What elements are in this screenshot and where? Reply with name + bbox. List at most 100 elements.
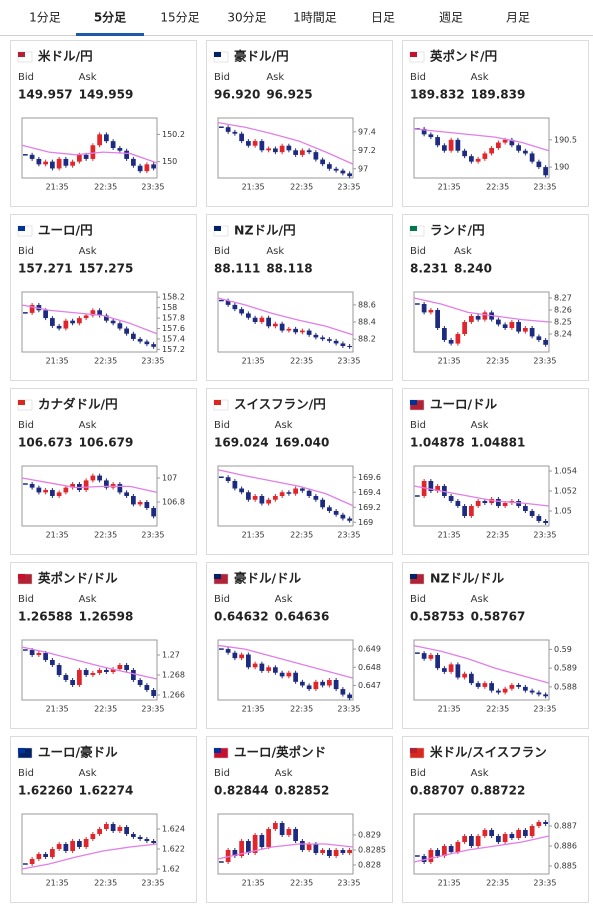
pair-name[interactable]: ユーロ/ドル: [430, 397, 498, 412]
pair-name[interactable]: 英ポンド/円: [430, 49, 497, 64]
candle: [469, 506, 474, 516]
x-tick-label: 21:35: [242, 183, 265, 192]
pair-name[interactable]: ユーロ/英ポンド: [234, 745, 326, 760]
candle: [516, 685, 521, 687]
candle: [475, 683, 481, 687]
bid-value: 8.231: [410, 262, 448, 276]
tab[interactable]: 15分足: [160, 11, 199, 25]
ask-label: Ask: [266, 72, 284, 83]
candle: [448, 664, 454, 672]
y-tick-label: 0.59: [554, 645, 572, 654]
y-tick-label: 0.589: [554, 664, 577, 673]
candle: [482, 830, 488, 836]
pair-name[interactable]: スイスフラン/円: [234, 397, 326, 412]
candle: [516, 145, 521, 151]
pair-name[interactable]: ユーロ/円: [38, 223, 93, 238]
tab-underline: [76, 33, 144, 36]
pair-name[interactable]: 豪ドル/ドル: [234, 571, 302, 586]
tab[interactable]: 5分足: [94, 10, 126, 25]
candle: [293, 829, 298, 841]
y-tick-label: 190: [554, 163, 569, 172]
tab[interactable]: 日足: [371, 11, 395, 25]
candle: [516, 501, 521, 506]
candle: [421, 304, 427, 313]
ask-label: Ask: [275, 768, 293, 779]
candle: [475, 316, 481, 320]
bid-value: 88.111: [214, 262, 260, 276]
x-tick-label: 23:35: [337, 183, 360, 192]
candle: [523, 328, 528, 332]
ask-label: Ask: [79, 420, 97, 431]
pair-name[interactable]: 英ポンド/ドル: [38, 571, 118, 586]
pair-name[interactable]: NZドル/円: [234, 223, 296, 238]
candle: [97, 310, 102, 316]
pair-name[interactable]: 米ドル/スイスフラン: [429, 745, 547, 760]
candle: [225, 477, 231, 481]
candle: [36, 487, 42, 493]
card[interactable]: [10, 736, 197, 903]
candle: [117, 827, 123, 831]
x-tick-label: 22:35: [290, 879, 313, 888]
card[interactable]: [10, 40, 197, 207]
candle: [462, 322, 467, 334]
y-tick-label: 169.2: [358, 503, 381, 512]
flag: [214, 400, 221, 405]
candle: [246, 492, 251, 500]
candle: [475, 501, 481, 506]
card[interactable]: [402, 214, 589, 381]
card[interactable]: [206, 562, 393, 729]
card[interactable]: [402, 736, 589, 903]
pair-name[interactable]: ランド/円: [430, 223, 485, 238]
tab[interactable]: 1時間足: [293, 11, 337, 25]
candle: [543, 521, 548, 523]
candle: [124, 492, 129, 496]
candle: [104, 480, 109, 488]
card[interactable]: [206, 736, 393, 903]
y-tick-label: 1.05: [554, 507, 572, 516]
bid-label: Bid: [214, 420, 230, 431]
x-tick-label: 21:35: [46, 879, 69, 888]
card[interactable]: [206, 214, 393, 381]
flag: [410, 226, 417, 231]
pair-name[interactable]: カナダドル/円: [38, 397, 118, 412]
card[interactable]: [402, 562, 589, 729]
card[interactable]: [206, 388, 393, 555]
candle: [442, 846, 447, 856]
candle: [502, 324, 508, 328]
candle: [286, 492, 292, 494]
card[interactable]: [402, 388, 589, 555]
y-tick-label: 0.588: [554, 682, 577, 691]
candle: [90, 834, 96, 839]
card[interactable]: [10, 214, 197, 381]
candle: [347, 173, 352, 177]
tab[interactable]: 1分足: [29, 11, 61, 25]
tab[interactable]: 月足: [506, 11, 530, 25]
flag: [18, 748, 25, 753]
card[interactable]: [10, 388, 197, 555]
bid-label: Bid: [18, 594, 34, 605]
pair-name[interactable]: 米ドル/円: [37, 49, 93, 64]
card[interactable]: [206, 40, 393, 207]
card[interactable]: [402, 40, 589, 207]
candle: [151, 344, 156, 347]
candle: [313, 844, 319, 853]
candle: [293, 328, 298, 333]
flag: [214, 574, 221, 579]
y-tick-label: 157.2: [162, 345, 185, 354]
tab[interactable]: 週足: [439, 11, 463, 25]
tab[interactable]: 30分足: [227, 11, 266, 25]
x-tick-label: 22:35: [486, 879, 509, 888]
candle: [300, 681, 305, 686]
ask-value: 88.118: [266, 262, 312, 276]
candle: [252, 835, 258, 853]
pair-name[interactable]: 豪ドル/円: [234, 49, 289, 64]
pair-name[interactable]: ユーロ/豪ドル: [38, 745, 118, 760]
candle: [536, 161, 542, 168]
card[interactable]: [10, 562, 197, 729]
candle: [90, 475, 96, 481]
flag: [214, 52, 221, 57]
candle: [239, 654, 244, 659]
x-tick-label: 22:35: [486, 183, 509, 192]
candle: [347, 346, 352, 347]
pair-name[interactable]: NZドル/ドル: [430, 571, 505, 586]
